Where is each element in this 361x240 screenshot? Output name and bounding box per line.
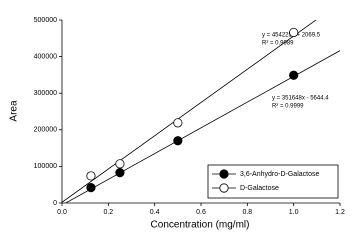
trendline-r2: R² = 0.9989 bbox=[262, 41, 294, 47]
x-axis-title: Concentration (mg/ml) bbox=[151, 220, 250, 231]
data-point bbox=[115, 159, 125, 169]
legend-label: D-Galactose bbox=[240, 185, 279, 192]
y-tick-label: 400000 bbox=[34, 53, 57, 60]
y-tick-label: 200000 bbox=[34, 127, 57, 134]
y-tick-label: 0 bbox=[53, 200, 57, 207]
legend-marker bbox=[219, 169, 229, 179]
trendline-r2: R² = 0.9999 bbox=[272, 104, 304, 110]
y-tick-label: 300000 bbox=[34, 90, 57, 97]
data-point bbox=[289, 27, 299, 38]
x-tick-label: 0.8 bbox=[242, 209, 252, 216]
y-tick-label: 100000 bbox=[34, 163, 57, 170]
trendline-equation: y = 351648x - 5644.4 bbox=[272, 96, 329, 102]
data-point bbox=[289, 70, 299, 80]
data-point bbox=[86, 183, 96, 193]
x-tick-label: 1.0 bbox=[289, 209, 299, 216]
data-point bbox=[86, 171, 96, 181]
x-tick-label: 0.0 bbox=[57, 209, 67, 216]
x-tick-label: 0.2 bbox=[103, 209, 113, 216]
legend-marker bbox=[219, 183, 229, 193]
legend-box bbox=[207, 164, 339, 199]
x-tick-label: 0.6 bbox=[196, 209, 206, 216]
data-point bbox=[173, 136, 183, 146]
data-point bbox=[173, 118, 183, 128]
x-tick-label: 1.2 bbox=[335, 209, 345, 216]
legend-label: 3,6-Anhydro-D-Galactose bbox=[240, 171, 319, 178]
x-tick-label: 0.4 bbox=[150, 209, 160, 216]
y-axis-title: Area bbox=[9, 100, 20, 122]
data-point bbox=[115, 168, 125, 178]
y-tick-label: 500000 bbox=[34, 17, 57, 24]
